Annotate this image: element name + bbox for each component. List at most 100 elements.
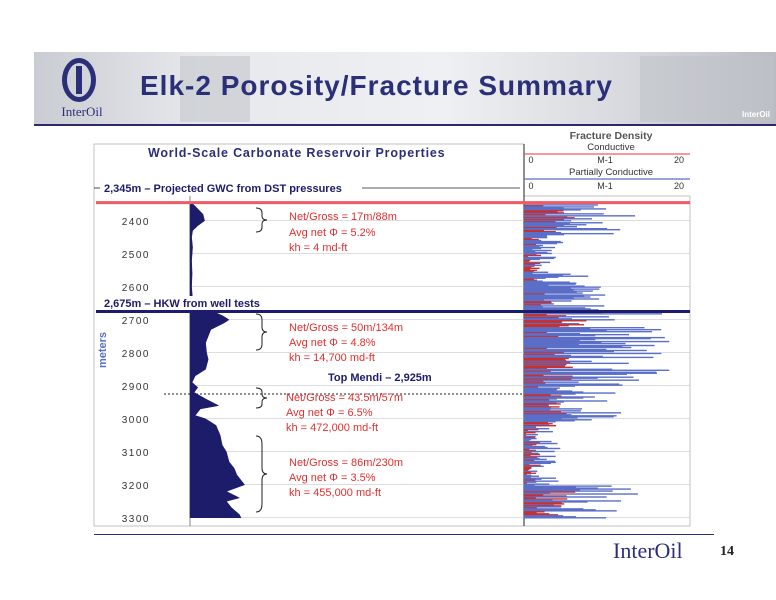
fracture-bar-162 (524, 364, 566, 367)
fracture-bar-126 (524, 328, 662, 331)
fracture-bar-83 (524, 286, 601, 288)
fracture-bar-1 (524, 205, 544, 207)
fracture-bar-71 (524, 274, 563, 276)
fracture-bar-60 (524, 263, 536, 266)
fracture-bar-8 (524, 212, 564, 214)
zone-4-net-gross: Net/Gross = 86m/230m (289, 457, 403, 469)
fracture-bar-181 (524, 383, 620, 385)
hkw-label-bg (100, 296, 272, 310)
fracture-bar-50 (524, 253, 537, 256)
fracture-bar-20 (524, 224, 587, 226)
fracture-bar-297 (524, 498, 568, 500)
fracture-bar-266 (524, 467, 532, 469)
fracture-bar-134 (524, 336, 665, 339)
fracture-bar-227 (524, 428, 539, 431)
fracture-bar-208 (524, 410, 581, 412)
fracture-bar-137 (524, 339, 580, 342)
fracture-bar-13 (524, 217, 575, 219)
fracture-bar-95 (524, 298, 600, 300)
fracture-bar-240 (524, 441, 540, 444)
fracture-bar-292 (524, 493, 638, 495)
fracture-bar-143 (524, 345, 623, 348)
fracture-bar-197 (524, 399, 550, 401)
fracture-bar-187 (524, 389, 557, 391)
fracture-bar-171 (524, 373, 627, 375)
fracture-bar-110 (524, 313, 662, 315)
fracture-bar-259 (524, 460, 555, 463)
fracture-bar-203 (524, 405, 549, 407)
fracture-bar-308 (524, 509, 596, 511)
fracture-bar-128 (524, 330, 653, 333)
fracture-bar-301 (524, 502, 562, 504)
fracture-bar-294 (524, 495, 567, 497)
fracture-bar-121 (524, 324, 584, 326)
fracture-bar-74 (524, 277, 546, 279)
fracture-bar-98 (524, 301, 552, 303)
zone-2-avg-net: Avg net Φ = 4.8% (289, 337, 376, 349)
fracture-bar-302 (524, 503, 565, 505)
fracture-bar-27 (524, 230, 556, 233)
fracture-bar-200 (524, 402, 557, 404)
slide-title: Elk-2 Porosity/Fracture Summary (140, 70, 613, 101)
fracture-bar-138 (524, 340, 670, 343)
fracture-bar-147 (524, 349, 647, 352)
zone-2-kh: kh = 14,700 md-ft (289, 352, 375, 364)
fracture-bar-245 (524, 446, 548, 449)
fracture-bar-260 (524, 461, 556, 464)
fracture-bar-160 (524, 362, 629, 365)
fracture-bar-131 (524, 333, 629, 336)
fracture-bar-168 (524, 370, 551, 372)
y-tick-label-2800: 2800 (122, 349, 150, 360)
fracture-bar-226 (524, 427, 550, 430)
fracture-bar-0 (524, 204, 598, 206)
y-tick-label-2900: 2900 (122, 382, 150, 393)
fracture-bar-51 (524, 254, 542, 257)
zone-1-avg-net: Avg net Φ = 5.2% (289, 227, 376, 239)
fracture-bar-29 (524, 232, 614, 235)
fracture-bar-42 (524, 245, 540, 248)
fracture-bar-33 (524, 236, 548, 239)
fracture-bar-118 (524, 321, 563, 323)
fracture-bar-2 (524, 206, 594, 208)
fracture-bar-119 (524, 322, 562, 324)
fracture-bar-73 (524, 276, 559, 278)
fracture-bar-246 (524, 447, 561, 450)
fracture-bar-295 (524, 496, 607, 498)
fracture-bar-269 (524, 470, 538, 472)
footer-logo: InterOil (613, 538, 683, 563)
interoil-logo: InterOil (52, 58, 112, 122)
fracture-bar-182 (524, 384, 623, 386)
fracture-bar-199 (524, 401, 564, 403)
fracture-bar-261 (524, 462, 551, 465)
fracture-bar-306 (524, 507, 537, 509)
fracture-bar-224 (524, 426, 537, 428)
fracture-bar-66 (524, 269, 538, 271)
fracture-bar-133 (524, 335, 559, 338)
fracture-bar-124 (524, 327, 645, 329)
fracture-bar-86 (524, 289, 574, 291)
fracture-bar-169 (524, 371, 657, 373)
fracture-bar-125 (524, 328, 591, 330)
fracture-bar-264 (524, 465, 544, 468)
fracture-bar-256 (524, 457, 540, 460)
header-rule (34, 124, 776, 126)
fracture-bar-17 (524, 221, 556, 223)
fracture-bar-233 (524, 434, 527, 437)
fracture-bar-175 (524, 377, 598, 379)
fracture-bar-16 (524, 220, 572, 222)
fracture-bar-148 (524, 350, 614, 353)
fracture-bar-53 (524, 256, 556, 259)
fracture-bar-127 (524, 329, 607, 332)
fracture-bar-150 (524, 352, 662, 355)
fracture-bar-65 (524, 268, 531, 270)
fracture-bar-52 (524, 255, 529, 258)
fracture-bar-130 (524, 332, 580, 335)
zone-4-avg-net: Avg net Φ = 3.5% (289, 472, 376, 484)
fracture-bar-93 (524, 296, 591, 298)
page-number: 14 (720, 544, 734, 559)
fracture-bar-220 (524, 422, 548, 424)
fracture-bar-273 (524, 474, 532, 476)
fracture-bar-305 (524, 506, 561, 508)
fracture-bar-37 (524, 240, 561, 243)
fracture-bar-206 (524, 408, 582, 410)
